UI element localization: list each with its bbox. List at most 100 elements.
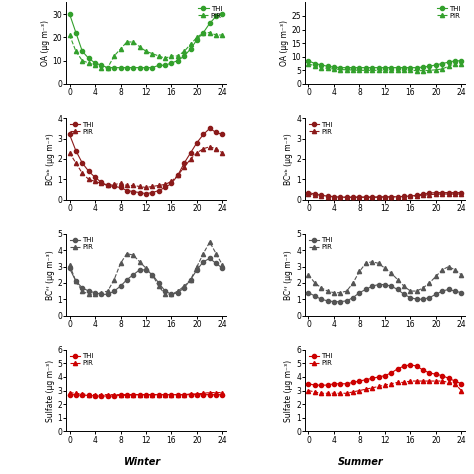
- PIR: [446, 264, 451, 269]
- PIR: [80, 170, 85, 176]
- THI: [388, 65, 394, 71]
- PIR: [143, 265, 149, 271]
- PIR: [319, 391, 324, 396]
- PIR: [213, 390, 219, 395]
- THI: [401, 363, 407, 369]
- PIR: [111, 277, 117, 283]
- PIR: [86, 176, 91, 182]
- PIR: [439, 267, 445, 273]
- PIR: [137, 259, 143, 264]
- PIR: [376, 67, 382, 73]
- PIR: [408, 288, 413, 294]
- PIR: [344, 391, 349, 396]
- PIR: [80, 58, 85, 64]
- THI: [67, 11, 73, 17]
- PIR: [306, 191, 311, 197]
- PIR: [143, 185, 149, 191]
- THI: [439, 373, 445, 378]
- PIR: [156, 392, 162, 398]
- PIR: [319, 285, 324, 291]
- THI: [395, 65, 401, 71]
- Line: PIR: PIR: [306, 192, 464, 200]
- PIR: [439, 66, 445, 72]
- THI: [137, 65, 143, 71]
- PIR: [92, 63, 98, 68]
- THI: [111, 393, 117, 399]
- PIR: [118, 261, 123, 266]
- PIR: [414, 378, 419, 384]
- THI: [207, 255, 212, 261]
- PIR: [149, 51, 155, 56]
- THI: [439, 288, 445, 294]
- THI: [420, 296, 426, 302]
- THI: [201, 30, 206, 36]
- THI: [213, 13, 219, 19]
- PIR: [175, 288, 181, 294]
- Legend: THI, PIR: THI, PIR: [307, 352, 334, 368]
- THI: [433, 190, 439, 195]
- PIR: [169, 53, 174, 59]
- THI: [162, 185, 168, 191]
- THI: [452, 288, 458, 294]
- PIR: [395, 67, 401, 73]
- Line: THI: THI: [306, 363, 464, 387]
- THI: [111, 65, 117, 71]
- THI: [388, 370, 394, 376]
- THI: [118, 185, 123, 191]
- PIR: [433, 67, 439, 73]
- THI: [356, 290, 362, 296]
- PIR: [149, 183, 155, 189]
- PIR: [356, 269, 362, 274]
- PIR: [312, 389, 318, 395]
- Y-axis label: BCᵇᵇ (μg m⁻³): BCᵇᵇ (μg m⁻³): [284, 133, 293, 185]
- Legend: THI, PIR: THI, PIR: [307, 236, 334, 252]
- PIR: [105, 65, 110, 71]
- PIR: [350, 280, 356, 286]
- THI: [201, 259, 206, 264]
- Legend: THI, PIR: THI, PIR: [68, 236, 95, 252]
- THI: [306, 190, 311, 195]
- THI: [130, 65, 136, 71]
- PIR: [331, 391, 337, 396]
- THI: [325, 193, 330, 199]
- PIR: [446, 64, 451, 69]
- THI: [80, 392, 85, 398]
- THI: [319, 383, 324, 388]
- PIR: [458, 388, 464, 393]
- THI: [130, 272, 136, 278]
- Legend: THI, PIR: THI, PIR: [197, 4, 224, 20]
- THI: [105, 182, 110, 188]
- PIR: [162, 392, 168, 398]
- PIR: [369, 385, 375, 391]
- PIR: [143, 48, 149, 54]
- Line: THI: THI: [67, 126, 225, 196]
- PIR: [356, 388, 362, 393]
- PIR: [162, 182, 168, 187]
- THI: [414, 296, 419, 302]
- PIR: [213, 146, 219, 152]
- THI: [137, 267, 143, 273]
- Line: PIR: PIR: [306, 62, 464, 73]
- PIR: [319, 193, 324, 199]
- PIR: [156, 283, 162, 289]
- PIR: [201, 146, 206, 152]
- PIR: [420, 285, 426, 291]
- PIR: [188, 277, 193, 283]
- THI: [388, 283, 394, 289]
- THI: [137, 190, 143, 195]
- THI: [420, 191, 426, 197]
- PIR: [73, 48, 79, 54]
- PIR: [201, 391, 206, 396]
- THI: [376, 194, 382, 200]
- THI: [219, 265, 225, 271]
- THI: [169, 181, 174, 186]
- THI: [382, 65, 388, 71]
- THI: [433, 292, 439, 297]
- THI: [124, 65, 130, 71]
- THI: [458, 381, 464, 387]
- PIR: [312, 192, 318, 198]
- THI: [350, 380, 356, 385]
- THI: [433, 62, 439, 68]
- THI: [143, 392, 149, 398]
- Line: THI: THI: [306, 191, 464, 200]
